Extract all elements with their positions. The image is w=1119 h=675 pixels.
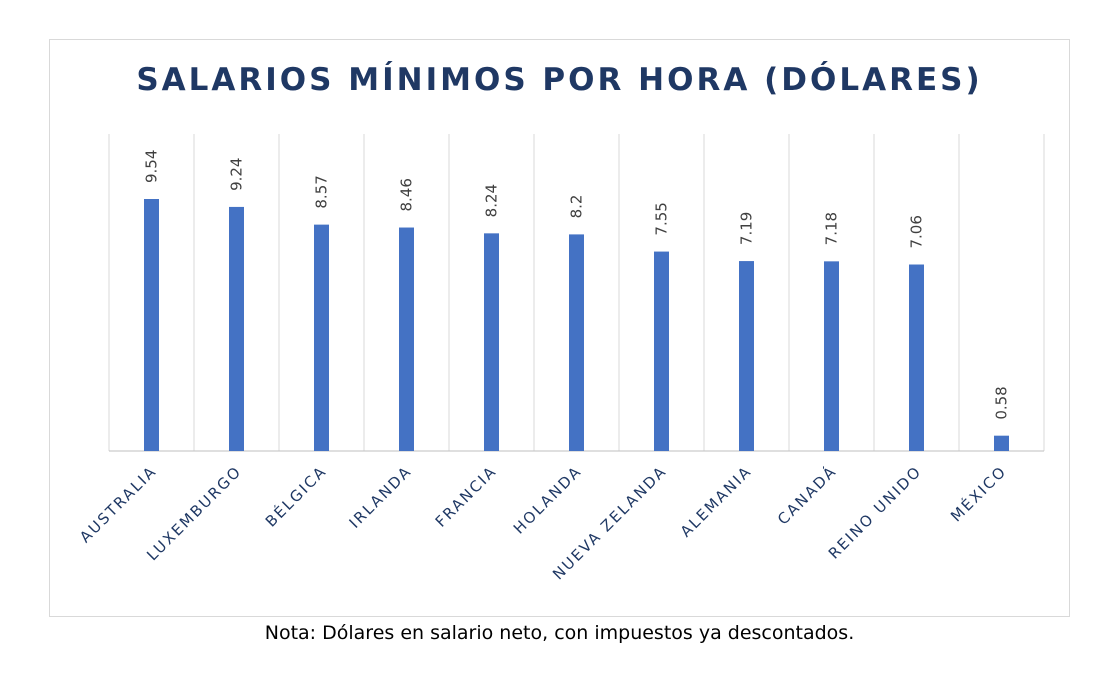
category-label: BÉLGICA xyxy=(261,461,330,530)
category-label: LUXEMBURGO xyxy=(143,462,245,564)
category-label: MÉXICO xyxy=(946,461,1010,525)
bar xyxy=(399,227,414,451)
chart-title: SALARIOS MÍNIMOS POR HORA (DÓLARES) xyxy=(136,62,983,98)
data-label: 8.57 xyxy=(313,175,331,208)
data-label: 8.24 xyxy=(483,184,501,217)
data-label: 8.46 xyxy=(398,178,416,211)
data-label: 9.54 xyxy=(143,150,161,183)
data-label: 7.55 xyxy=(653,202,671,235)
bar xyxy=(739,261,754,451)
category-label: FRANCIA xyxy=(432,462,501,531)
bar xyxy=(909,264,924,451)
chart-note: Nota: Dólares en salario neto, con impue… xyxy=(264,622,855,644)
bar xyxy=(994,435,1009,451)
data-label: 0.58 xyxy=(993,386,1011,419)
bar xyxy=(314,224,329,451)
bar xyxy=(569,234,584,451)
data-label: 9.24 xyxy=(228,158,246,191)
category-label: AUSTRALIA xyxy=(76,462,160,546)
category-label: REINO UNIDO xyxy=(825,462,925,562)
bars xyxy=(144,199,1009,451)
data-label: 7.18 xyxy=(823,212,841,245)
data-label: 7.19 xyxy=(738,212,756,245)
bar xyxy=(654,251,669,451)
category-label: IRLANDA xyxy=(346,462,416,532)
gridlines xyxy=(108,134,1045,452)
category-label: ALEMANIA xyxy=(677,462,756,541)
chart-frame xyxy=(49,39,1070,617)
category-label: HOLANDA xyxy=(510,462,586,538)
bar xyxy=(144,199,159,451)
data-label: 8.2 xyxy=(568,195,586,219)
data-labels: 9.54 9.24 8.57 8.46 8.24 8.2 7.55 7.19 7.18 7.06 0… xyxy=(143,150,1011,420)
bar xyxy=(824,261,839,451)
data-label: 7.06 xyxy=(908,215,926,248)
category-label: CANADÁ xyxy=(773,461,840,528)
bar xyxy=(229,206,244,451)
bar xyxy=(484,233,499,451)
